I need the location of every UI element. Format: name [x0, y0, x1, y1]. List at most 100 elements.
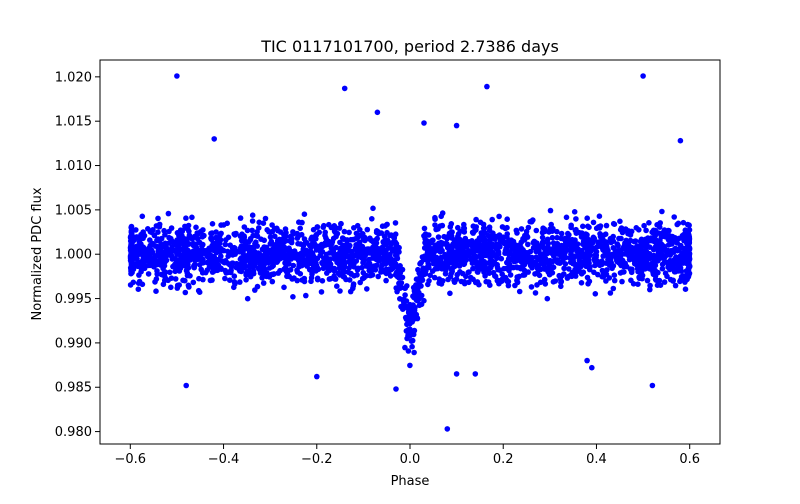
data-point	[470, 276, 476, 283]
data-point	[603, 222, 610, 229]
data-point	[282, 264, 289, 271]
data-point	[492, 273, 499, 280]
data-point	[314, 243, 321, 250]
data-point	[314, 224, 321, 230]
data-point	[404, 283, 410, 289]
data-point	[187, 273, 193, 279]
data-point	[520, 263, 526, 270]
data-point	[357, 226, 363, 233]
data-point	[659, 265, 666, 272]
data-point	[355, 265, 362, 272]
data-point	[438, 254, 444, 261]
data-point	[179, 228, 186, 235]
data-point	[276, 236, 283, 243]
data-point	[337, 248, 343, 255]
y-tick-label: 1.010	[55, 159, 92, 174]
data-point	[297, 251, 304, 257]
data-point	[282, 226, 289, 232]
data-point	[223, 270, 229, 276]
data-point	[674, 247, 681, 254]
data-point	[402, 292, 408, 298]
data-point	[664, 273, 670, 280]
data-point	[472, 371, 479, 377]
data-point	[540, 227, 547, 233]
data-point	[454, 271, 461, 278]
x-axis-label: Phase	[391, 474, 430, 489]
data-point	[497, 238, 504, 245]
data-point	[641, 222, 647, 229]
data-point	[412, 288, 418, 295]
data-point	[180, 260, 187, 267]
data-point	[322, 232, 328, 239]
data-point	[313, 231, 320, 238]
data-point	[189, 236, 196, 242]
data-point	[455, 224, 461, 231]
data-point	[685, 266, 692, 272]
data-point	[490, 230, 496, 236]
data-point	[349, 248, 356, 255]
data-point	[209, 277, 215, 283]
data-point	[388, 256, 394, 262]
data-point	[303, 292, 309, 299]
data-point	[294, 235, 301, 241]
data-point	[153, 223, 160, 229]
data-point	[197, 228, 204, 235]
data-point	[301, 236, 308, 242]
data-point	[636, 227, 642, 233]
data-point	[213, 234, 219, 241]
data-point	[399, 274, 406, 281]
data-point	[360, 259, 367, 266]
data-point	[185, 226, 191, 233]
data-point	[533, 227, 540, 234]
data-point	[611, 221, 618, 227]
data-point	[572, 273, 579, 279]
data-point	[476, 241, 483, 248]
data-point	[378, 230, 385, 236]
data-point	[421, 120, 427, 126]
data-point	[562, 235, 568, 242]
data-point	[129, 269, 135, 276]
data-point	[518, 244, 524, 251]
data-point	[648, 260, 655, 267]
data-point	[128, 247, 134, 253]
data-point	[643, 227, 649, 234]
data-point	[154, 243, 160, 250]
data-point	[243, 270, 249, 277]
data-point	[436, 276, 443, 282]
data-point	[262, 215, 269, 222]
data-point	[405, 348, 412, 354]
data-point	[251, 263, 258, 270]
data-point	[213, 229, 219, 235]
data-point	[411, 327, 418, 334]
data-point	[218, 230, 224, 237]
data-point	[604, 244, 610, 251]
y-tick-label: 0.980	[55, 425, 92, 440]
data-point	[503, 250, 510, 256]
x-tick-label: 0.4	[586, 452, 607, 467]
data-point	[225, 234, 232, 241]
data-point	[645, 235, 651, 241]
data-point	[313, 236, 319, 242]
data-point	[375, 273, 382, 280]
data-point	[198, 249, 204, 255]
data-point	[332, 276, 338, 282]
data-point	[363, 263, 370, 269]
data-point	[652, 244, 659, 250]
data-point	[366, 256, 373, 263]
data-point	[462, 241, 469, 248]
data-point	[565, 230, 571, 237]
data-point	[432, 216, 438, 222]
data-point	[360, 236, 367, 242]
data-point	[573, 216, 579, 222]
data-point	[478, 256, 484, 262]
data-point	[463, 257, 470, 263]
data-point	[611, 277, 618, 284]
data-point	[348, 270, 354, 277]
data-point	[394, 253, 400, 259]
data-point	[206, 264, 213, 270]
data-point	[433, 226, 439, 233]
data-point	[667, 252, 673, 258]
data-point	[430, 258, 437, 264]
data-point	[184, 258, 191, 265]
data-point	[364, 226, 371, 233]
